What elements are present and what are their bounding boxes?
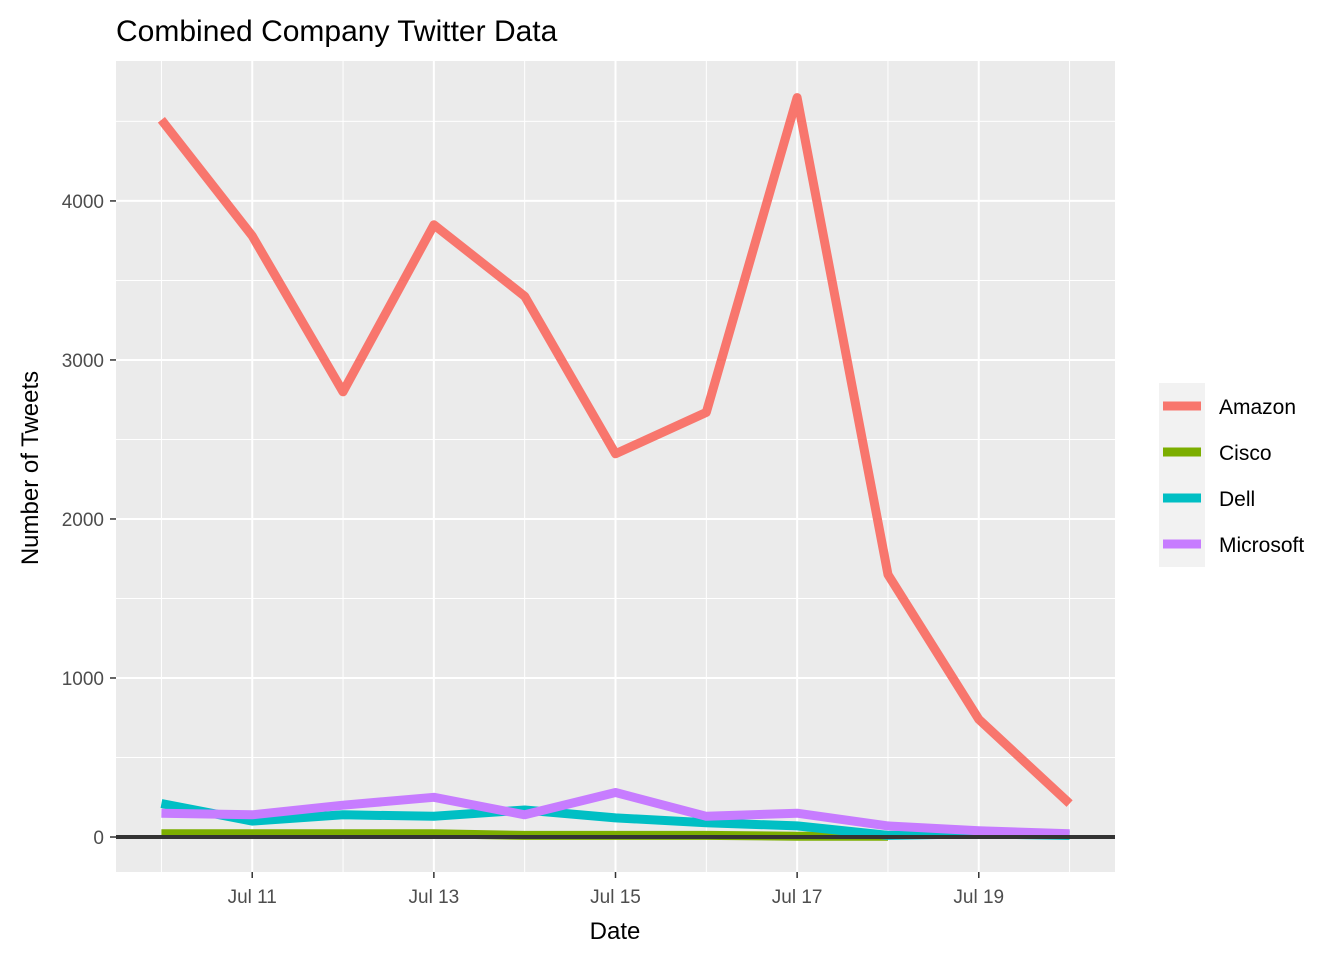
y-tick-label: 3000: [62, 351, 104, 372]
x-tick-label: Jul 13: [409, 887, 460, 908]
plot-area: [116, 61, 1115, 872]
x-axis-ticks: Jul 11 Jul 13 Jul 15 Jul 17 Jul 19: [228, 872, 1004, 908]
y-axis-title: Number of Tweets: [17, 371, 44, 565]
legend-label-cisco: Cisco: [1219, 442, 1272, 465]
series-line-amazon: [157, 93, 1073, 807]
x-tick-label: Jul 11: [228, 887, 277, 908]
legend: Amazon Cisco Dell Microsoft: [1159, 383, 1304, 567]
legend-label-amazon: Amazon: [1219, 396, 1296, 419]
y-tick-label: 4000: [62, 192, 104, 213]
x-tick-label: Jul 17: [772, 887, 823, 908]
legend-label-dell: Dell: [1219, 488, 1255, 511]
y-tick-label: 2000: [62, 510, 104, 531]
x-axis-title: Date: [590, 918, 641, 945]
series-line-microsoft: [161, 788, 1070, 839]
legend-key-background: [1159, 383, 1205, 567]
chart-title: Combined Company Twitter Data: [116, 15, 558, 48]
series-line-dell: [160, 799, 1070, 840]
legend-label-microsoft: Microsoft: [1219, 534, 1304, 557]
x-tick-label: Jul 19: [953, 887, 1004, 908]
y-axis-ticks: 0 1000 2000 3000 4000: [62, 192, 116, 849]
x-tick-label: Jul 15: [590, 887, 641, 908]
y-tick-label: 0: [93, 828, 104, 849]
y-tick-label: 1000: [62, 669, 104, 690]
